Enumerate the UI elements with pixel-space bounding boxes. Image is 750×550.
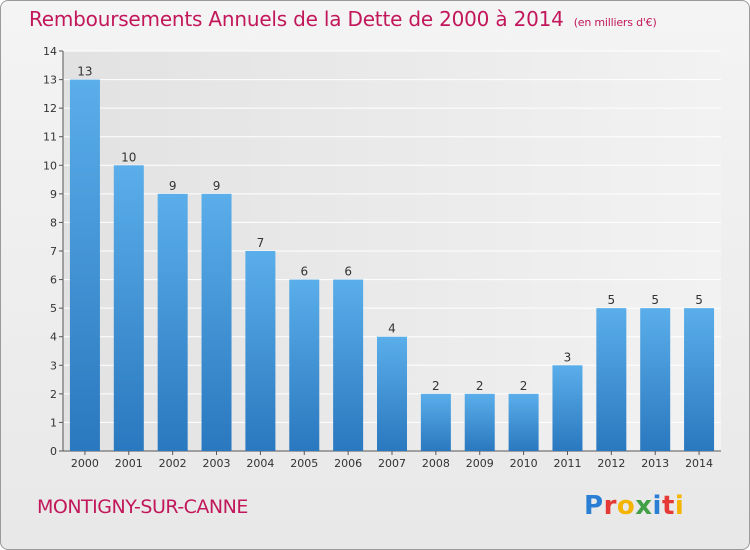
data-label: 13 <box>77 65 92 79</box>
data-label: 6 <box>300 265 308 279</box>
data-label: 2 <box>432 379 440 393</box>
data-label: 5 <box>695 293 703 307</box>
y-tick-label: 5 <box>50 302 57 315</box>
proxiti-logo: Proxiti <box>584 491 684 521</box>
commune-name: MONTIGNY-SUR-CANNE <box>37 496 248 518</box>
bar <box>508 393 539 451</box>
y-tick-label: 2 <box>50 388 57 401</box>
logo-letter: i <box>652 491 662 521</box>
data-label: 9 <box>213 179 221 193</box>
bar <box>201 193 232 451</box>
data-label: 3 <box>564 350 572 364</box>
y-tick-label: 10 <box>43 159 57 172</box>
data-label: 2 <box>520 379 528 393</box>
x-tick-label: 2012 <box>597 457 625 470</box>
y-tick-label: 13 <box>43 74 57 87</box>
x-tick-label: 2001 <box>115 457 143 470</box>
x-tick-label: 2011 <box>553 457 581 470</box>
data-label: 10 <box>121 150 136 164</box>
x-tick-label: 2003 <box>203 457 231 470</box>
chart-unit-note: (en milliers d'€) <box>573 16 657 29</box>
y-tick-label: 6 <box>50 274 57 287</box>
x-tick-label: 2013 <box>641 457 669 470</box>
x-tick-label: 2008 <box>422 457 450 470</box>
logo-letter: o <box>616 491 636 521</box>
x-tick-label: 2007 <box>378 457 406 470</box>
bar <box>552 365 583 451</box>
x-tick-label: 2009 <box>466 457 494 470</box>
bar <box>113 165 144 452</box>
logo-letter: x <box>635 491 653 521</box>
y-tick-label: 12 <box>43 102 57 115</box>
logo-letter: i <box>674 491 685 521</box>
bar <box>157 193 188 451</box>
y-tick-label: 9 <box>50 188 57 201</box>
y-tick-label: 1 <box>50 416 57 429</box>
x-tick-label: 2002 <box>159 457 187 470</box>
bar <box>333 279 364 451</box>
bar <box>245 251 276 451</box>
chart-title: Remboursements Annuels de la Dette de 20… <box>29 7 657 31</box>
y-tick-label: 11 <box>43 131 57 144</box>
chart-title-text: Remboursements Annuels de la Dette de 20… <box>29 7 564 31</box>
bar <box>464 393 495 451</box>
x-tick-label: 2014 <box>685 457 713 470</box>
bar <box>596 308 627 451</box>
x-tick-label: 2005 <box>290 457 318 470</box>
bar <box>420 393 451 451</box>
data-label: 7 <box>257 236 265 250</box>
y-tick-label: 14 <box>43 45 57 58</box>
data-label: 2 <box>476 379 484 393</box>
bar <box>289 279 320 451</box>
bar <box>69 79 100 452</box>
logo-letter: r <box>603 491 617 521</box>
data-label: 9 <box>169 179 177 193</box>
x-tick-label: 2000 <box>71 457 99 470</box>
data-label: 6 <box>344 265 352 279</box>
y-tick-label: 3 <box>50 359 57 372</box>
y-tick-label: 7 <box>50 245 57 258</box>
data-label: 4 <box>388 322 396 336</box>
x-tick-label: 2004 <box>246 457 274 470</box>
data-label: 5 <box>608 293 616 307</box>
logo-letter: t <box>661 491 675 521</box>
y-tick-label: 0 <box>50 445 57 458</box>
x-tick-label: 2010 <box>510 457 538 470</box>
bar <box>377 336 407 451</box>
bar <box>684 308 715 451</box>
data-label: 5 <box>651 293 659 307</box>
y-tick-label: 8 <box>50 216 57 229</box>
y-tick-label: 4 <box>50 331 57 344</box>
logo-letter: P <box>584 491 604 521</box>
bar <box>640 308 671 451</box>
x-tick-label: 2006 <box>334 457 362 470</box>
